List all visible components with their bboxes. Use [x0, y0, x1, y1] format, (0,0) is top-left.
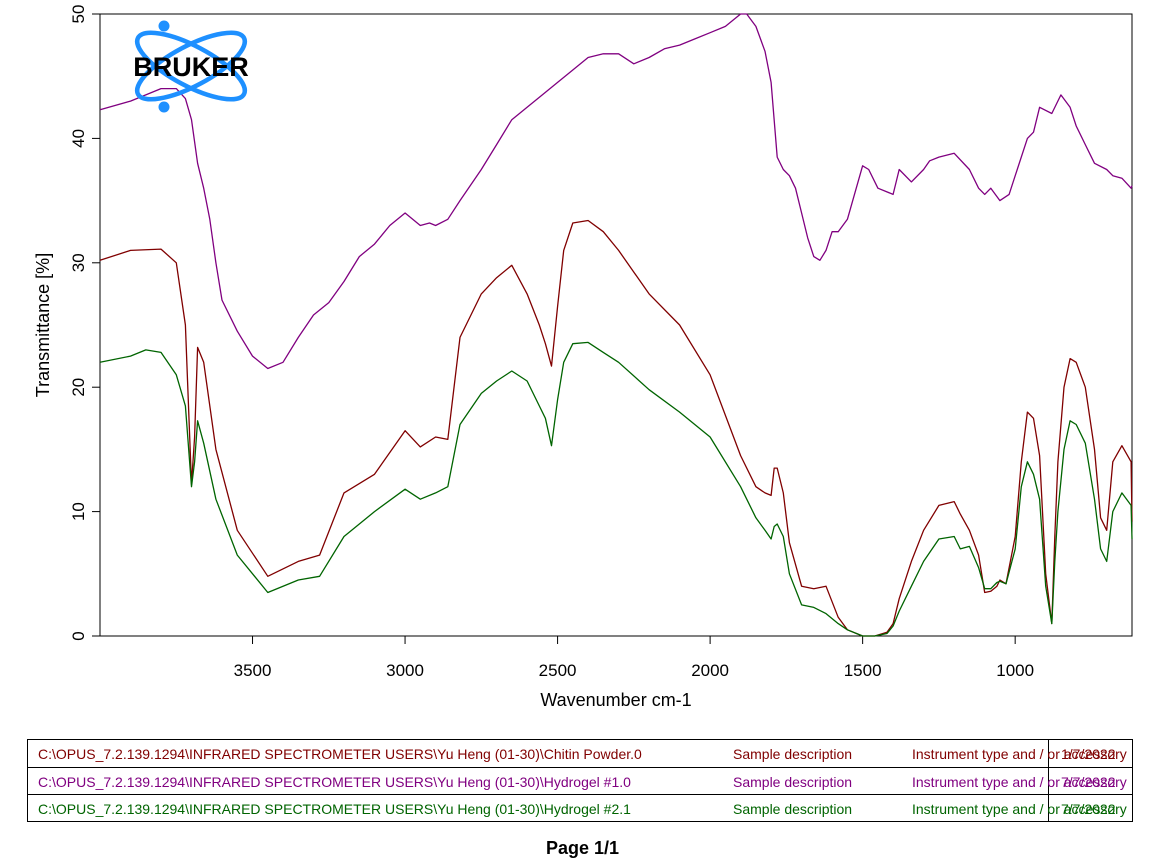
legend-instrument: Instrument type and / or accessory — [912, 774, 1127, 790]
legend-sample-description: Sample description — [733, 774, 853, 790]
legend-sample-description: Sample description — [733, 746, 853, 762]
legend-instrument: Instrument type and / or accessory — [912, 801, 1127, 817]
legend-file-path: C:\OPUS_7.2.139.1294\INFRARED SPECTROMET… — [38, 774, 631, 790]
plot-area — [99, 13, 1133, 637]
x-tick-label: 2000 — [691, 661, 729, 680]
y-tick-label: 20 — [69, 378, 88, 397]
legend: C:\OPUS_7.2.139.1294\INFRARED SPECTROMET… — [27, 739, 1133, 822]
x-axis-title: Wavenumber cm-1 — [540, 690, 691, 710]
legend-row-hydrogel-2: C:\OPUS_7.2.139.1294\INFRARED SPECTROMET… — [28, 794, 1132, 823]
y-tick-label: 0 — [69, 631, 88, 640]
legend-row-chitin: C:\OPUS_7.2.139.1294\INFRARED SPECTROMET… — [28, 740, 1132, 768]
y-tick-label: 50 — [69, 5, 88, 24]
legend-date: 7/7/2022 — [1061, 774, 1116, 790]
y-tick-label: 30 — [69, 253, 88, 272]
legend-date: 1/7/2022 — [1061, 746, 1116, 762]
y-tick-label: 10 — [69, 502, 88, 521]
x-tick-label: 3500 — [234, 661, 272, 680]
series-line-2 — [99, 341, 1133, 637]
ir-spectrum-chart: 0 10 20 30 40 50 3500 3000 2500 2000 1500 1000 BRU… — [33, 5, 1133, 710]
x-tick-label: 3000 — [386, 661, 424, 680]
x-tick-label: 2500 — [539, 661, 577, 680]
series-line-0 — [99, 219, 1133, 637]
series-line-1 — [99, 13, 1133, 370]
legend-file-path: C:\OPUS_7.2.139.1294\INFRARED SPECTROMET… — [38, 801, 631, 817]
y-axis-title: Transmittance [%] — [33, 253, 53, 397]
y-tick-label: 40 — [69, 129, 88, 148]
page-number: Page 1/1 — [545, 838, 620, 858]
bruker-logo: BRUKER — [133, 20, 249, 113]
legend-divider — [1048, 740, 1049, 821]
legend-file-path: C:\OPUS_7.2.139.1294\INFRARED SPECTROMET… — [38, 746, 642, 762]
series-layer — [99, 13, 1133, 637]
x-tick-label: 1500 — [844, 661, 882, 680]
legend-sample-description: Sample description — [733, 801, 853, 817]
legend-instrument: Instrument type and / or accessory — [912, 746, 1127, 762]
legend-row-hydrogel-1: C:\OPUS_7.2.139.1294\INFRARED SPECTROMET… — [28, 767, 1132, 796]
logo-text: BRUKER — [133, 52, 249, 82]
x-tick-label: 1000 — [996, 661, 1034, 680]
legend-date: 7/7/2022 — [1061, 801, 1116, 817]
y-axis: 0 10 20 30 40 50 — [69, 5, 100, 641]
x-axis: 3500 3000 2500 2000 1500 1000 — [234, 636, 1034, 680]
